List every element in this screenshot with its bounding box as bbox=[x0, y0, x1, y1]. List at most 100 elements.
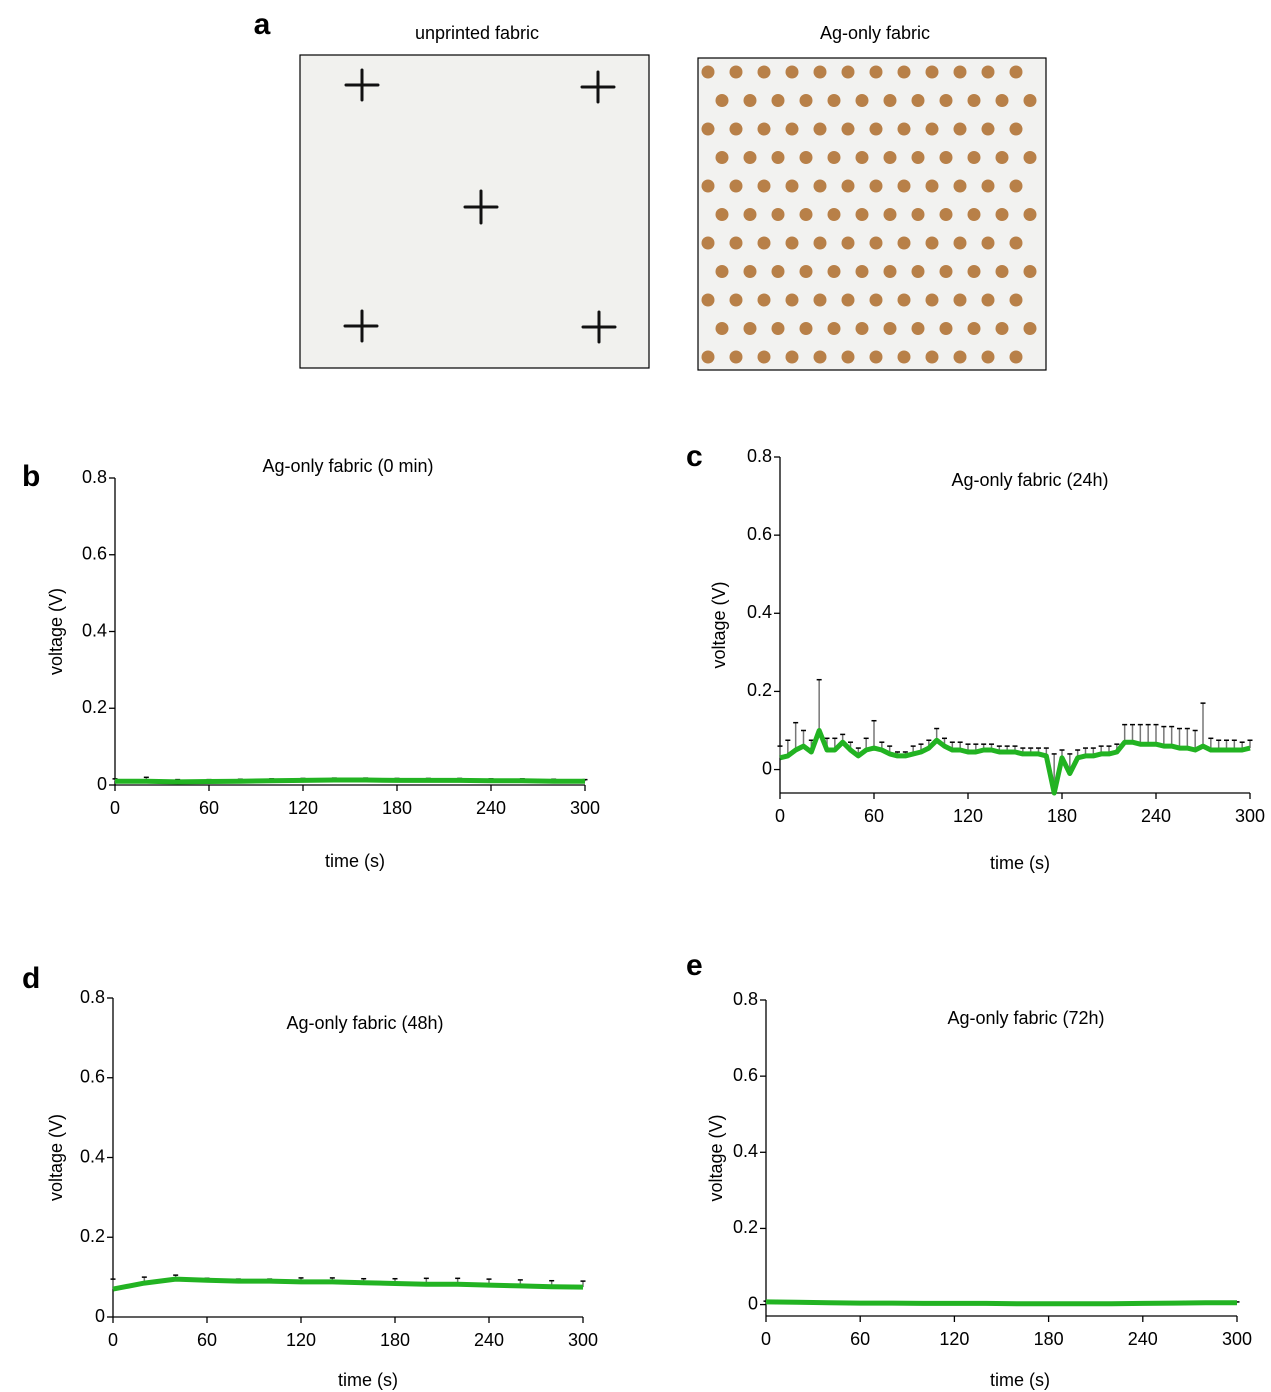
dot bbox=[1009, 350, 1023, 364]
dot bbox=[897, 122, 911, 136]
dot bbox=[883, 208, 897, 221]
dot bbox=[841, 179, 855, 193]
photo-unprinted bbox=[299, 54, 650, 369]
dot bbox=[771, 265, 785, 278]
dot bbox=[743, 265, 757, 278]
dot bbox=[869, 122, 883, 136]
error-bar bbox=[1192, 729, 1198, 751]
dot bbox=[757, 122, 771, 136]
error-bar bbox=[1137, 723, 1143, 745]
dot bbox=[743, 322, 757, 335]
y-axis-label: voltage (V) bbox=[706, 1114, 726, 1201]
x-axis-label: time (s) bbox=[990, 1370, 1050, 1390]
dot bbox=[981, 65, 995, 79]
x-tick-label: 300 bbox=[1222, 1329, 1252, 1349]
x-axis-label: time (s) bbox=[990, 853, 1050, 873]
y-tick-label: 0.2 bbox=[80, 1226, 105, 1246]
dot bbox=[757, 350, 771, 364]
x-tick-label: 240 bbox=[476, 798, 506, 818]
dot bbox=[827, 151, 841, 164]
dot bbox=[911, 322, 925, 335]
y-tick-label: 0.2 bbox=[747, 680, 772, 700]
y-axis-label: voltage (V) bbox=[709, 581, 729, 668]
photo-ag-only bbox=[697, 57, 1047, 371]
error-bar bbox=[801, 729, 806, 747]
dot bbox=[883, 322, 897, 335]
dot bbox=[855, 94, 869, 107]
dot bbox=[855, 208, 869, 221]
dot bbox=[743, 208, 757, 221]
dot bbox=[813, 236, 827, 250]
y-tick-label: 0 bbox=[95, 1306, 105, 1326]
dot bbox=[1023, 265, 1037, 278]
y-tick-label: 0.4 bbox=[82, 620, 107, 640]
x-tick-label: 300 bbox=[570, 798, 600, 818]
dot bbox=[729, 236, 743, 250]
dot bbox=[911, 94, 925, 107]
error-bar bbox=[1153, 723, 1159, 745]
dot bbox=[785, 65, 799, 79]
dot bbox=[939, 265, 953, 278]
dot bbox=[715, 94, 729, 107]
dot bbox=[715, 322, 729, 335]
x-tick-label: 60 bbox=[199, 798, 219, 818]
dot bbox=[827, 265, 841, 278]
x-tick-label: 120 bbox=[288, 798, 318, 818]
dot bbox=[897, 179, 911, 193]
dot bbox=[981, 236, 995, 250]
dot bbox=[799, 208, 813, 221]
x-tick-label: 300 bbox=[568, 1330, 598, 1350]
dot bbox=[925, 293, 939, 307]
panel-label: a bbox=[254, 8, 271, 41]
chart-title: Ag-only fabric (0 min) bbox=[262, 456, 433, 476]
y-tick-label: 0.4 bbox=[733, 1141, 758, 1161]
dot bbox=[813, 122, 827, 136]
dot bbox=[925, 65, 939, 79]
dot bbox=[729, 179, 743, 193]
chart-title: Ag-only fabric (72h) bbox=[947, 1008, 1104, 1028]
x-tick-label: 240 bbox=[474, 1330, 504, 1350]
dot bbox=[729, 293, 743, 307]
dot bbox=[995, 208, 1009, 221]
dot bbox=[785, 179, 799, 193]
dot bbox=[869, 65, 883, 79]
dot bbox=[883, 265, 897, 278]
error-bar bbox=[816, 678, 822, 731]
y-tick-label: 0.6 bbox=[733, 1065, 758, 1085]
dot bbox=[715, 151, 729, 164]
dot bbox=[1009, 236, 1023, 250]
dot bbox=[827, 322, 841, 335]
dot bbox=[967, 94, 981, 107]
y-tick-label: 0.6 bbox=[80, 1067, 105, 1087]
x-axis-label: time (s) bbox=[338, 1370, 398, 1390]
error-bar bbox=[1184, 727, 1190, 749]
dot bbox=[813, 293, 827, 307]
dot bbox=[1009, 122, 1023, 136]
dot bbox=[953, 350, 967, 364]
dot bbox=[813, 65, 827, 79]
dot bbox=[799, 151, 813, 164]
dot bbox=[701, 122, 715, 136]
dot bbox=[925, 350, 939, 364]
error-bar bbox=[1161, 725, 1167, 747]
dot bbox=[701, 65, 715, 79]
y-tick-label: 0.6 bbox=[747, 524, 772, 544]
dot bbox=[1009, 179, 1023, 193]
dot bbox=[897, 65, 911, 79]
dot bbox=[869, 236, 883, 250]
dot bbox=[911, 265, 925, 278]
error-bar bbox=[871, 719, 877, 749]
x-tick-label: 120 bbox=[939, 1329, 969, 1349]
dot bbox=[883, 94, 897, 107]
dot bbox=[925, 122, 939, 136]
panel-label: c bbox=[686, 440, 703, 473]
dot bbox=[729, 65, 743, 79]
x-tick-label: 240 bbox=[1128, 1329, 1158, 1349]
x-tick-label: 120 bbox=[953, 806, 983, 826]
dot bbox=[743, 94, 757, 107]
x-tick-label: 120 bbox=[286, 1330, 316, 1350]
dot bbox=[911, 151, 925, 164]
dot bbox=[757, 65, 771, 79]
